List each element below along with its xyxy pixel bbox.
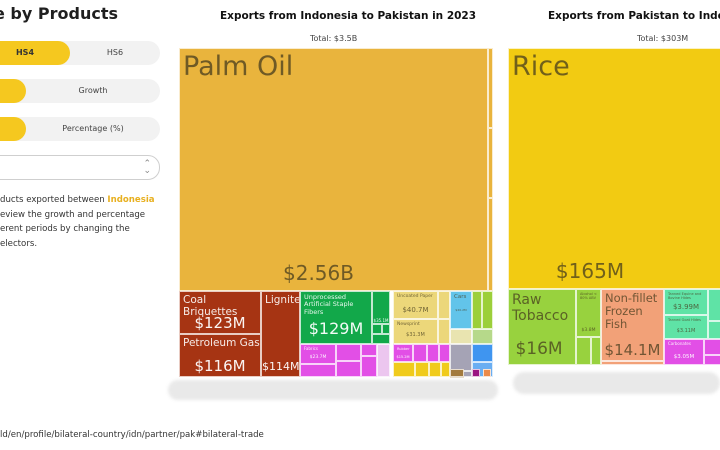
tile-purple[interactable] [472, 369, 480, 377]
tile-rice[interactable]: Rice $165M [508, 48, 720, 289]
value-option[interactable] [0, 79, 26, 103]
percentage-option[interactable]: Percentage (%) [62, 124, 124, 133]
absolute-option[interactable] [0, 117, 26, 141]
chart2-total: Total: $303M [637, 34, 689, 43]
treemap-pak-idn: Rice $165M Raw Tobacco $16M Alcohol < 80… [508, 48, 720, 368]
tile-small[interactable] [372, 334, 390, 344]
tile-grey[interactable] [450, 344, 472, 371]
tile-tanned-goat-hides[interactable]: Tanned Goat Hides $3.11M [664, 315, 708, 339]
tile-orange[interactable] [483, 369, 491, 377]
tile-magenta-6[interactable] [361, 356, 377, 377]
tile-small[interactable] [438, 291, 450, 319]
tile-tanned-bovine-hides[interactable]: Tanned Equine and Bovine Hides $3.99M [664, 289, 708, 315]
unit-toggle: Percentage (%) [0, 117, 160, 141]
tile-small[interactable] [488, 198, 493, 291]
select-caret-icon: ⌃ ⌄ [143, 159, 151, 176]
tile-carbonates[interactable]: Carbonates $3.05M [664, 339, 704, 365]
tile-small[interactable] [382, 324, 390, 334]
tile-small[interactable] [413, 344, 427, 362]
tile-small[interactable] [439, 344, 450, 362]
tile-magenta-5[interactable] [361, 344, 377, 356]
tile-small[interactable] [591, 337, 601, 365]
tile-small[interactable] [415, 362, 429, 377]
tile-small[interactable] [601, 361, 664, 365]
tile-small[interactable] [488, 48, 493, 128]
tile-non-fillet-frozen-fish[interactable]: Non-fillet Frozen Fish $14.1M [601, 289, 664, 361]
tile-small[interactable] [488, 128, 493, 198]
year-select[interactable]: ⌃ ⌄ [0, 155, 160, 180]
growth-option[interactable]: Growth [78, 86, 108, 95]
tile-magenta-1[interactable]: Fabrics $23.7M [300, 344, 336, 364]
tile-lime[interactable] [482, 291, 493, 329]
treemap-idn-pak: Palm Oil $2.56B Coal Briquettes $123M Pe… [179, 48, 493, 378]
tile-raw-tobacco[interactable]: Raw Tobacco $16M [508, 289, 576, 365]
tile-small[interactable] [393, 362, 415, 377]
description-text: ducts exported between Indonesia eview t… [0, 195, 155, 249]
chart2-title: Exports from Pakistan to Indone [548, 10, 720, 22]
hs-level-toggle: HS4 HS6 [0, 41, 160, 65]
tile-small[interactable] [704, 355, 720, 365]
tile-lignite[interactable]: Lignite $114M [261, 291, 300, 377]
tile-magenta-4[interactable] [336, 361, 361, 377]
tile-brown[interactable] [450, 369, 464, 377]
section-title: e by Products [0, 4, 118, 23]
tile-small[interactable] [450, 377, 464, 378]
tile-newsprint[interactable]: Newsprint $31.3M [393, 319, 438, 344]
chart1-title: Exports from Indonesia to Pakistan in 20… [220, 10, 477, 22]
tile-uncoated-paper[interactable]: Uncoated Paper $40.7M [393, 291, 438, 319]
tile-small[interactable] [708, 321, 720, 339]
tile-small[interactable] [377, 344, 390, 377]
page-url: ld/en/profile/bilateral-country/idn/part… [0, 430, 264, 440]
tile-small[interactable] [372, 324, 382, 334]
tile-small[interactable] [472, 329, 493, 344]
tile-lime[interactable] [472, 291, 482, 329]
redaction-shadow [513, 372, 720, 394]
hs4-option[interactable]: HS4 [0, 41, 70, 65]
tile-rubber[interactable]: Rubber $15.2M [393, 344, 413, 362]
tile-small[interactable] [704, 339, 720, 355]
tile-small[interactable] [441, 362, 450, 377]
tile-magenta-2[interactable] [300, 364, 336, 377]
tile-petroleum-gas[interactable]: Petroleum Gas $116M [179, 334, 261, 377]
value-growth-toggle: Growth [0, 79, 160, 103]
tile-small[interactable] [427, 344, 439, 362]
redaction-shadow [168, 380, 498, 400]
hs6-option[interactable]: HS6 [106, 48, 124, 57]
tile-blue[interactable] [472, 344, 493, 362]
tile-artificial-staple-fibers[interactable]: Unprocessed Artificial Staple Fibers $12… [300, 291, 372, 344]
tile-small[interactable] [708, 289, 720, 321]
tile-small[interactable] [450, 329, 472, 344]
tile-small[interactable] [429, 362, 441, 377]
tile-cars[interactable]: Cars $20.2M [450, 291, 472, 329]
tile-green-small[interactable]: $35.1M [372, 291, 390, 324]
chart1-total: Total: $3.5B [310, 34, 358, 43]
tile-alcohol[interactable]: Alcohol < 80% ABV $3.8M [576, 289, 601, 337]
tile-magenta-3[interactable] [336, 344, 361, 361]
tile-palm-oil[interactable]: Palm Oil $2.56B [179, 48, 488, 291]
tile-small[interactable] [576, 337, 591, 365]
tile-coal-briquettes[interactable]: Coal Briquettes $123M [179, 291, 261, 334]
tile-small[interactable] [438, 319, 450, 344]
country-highlight: Indonesia [107, 195, 155, 205]
